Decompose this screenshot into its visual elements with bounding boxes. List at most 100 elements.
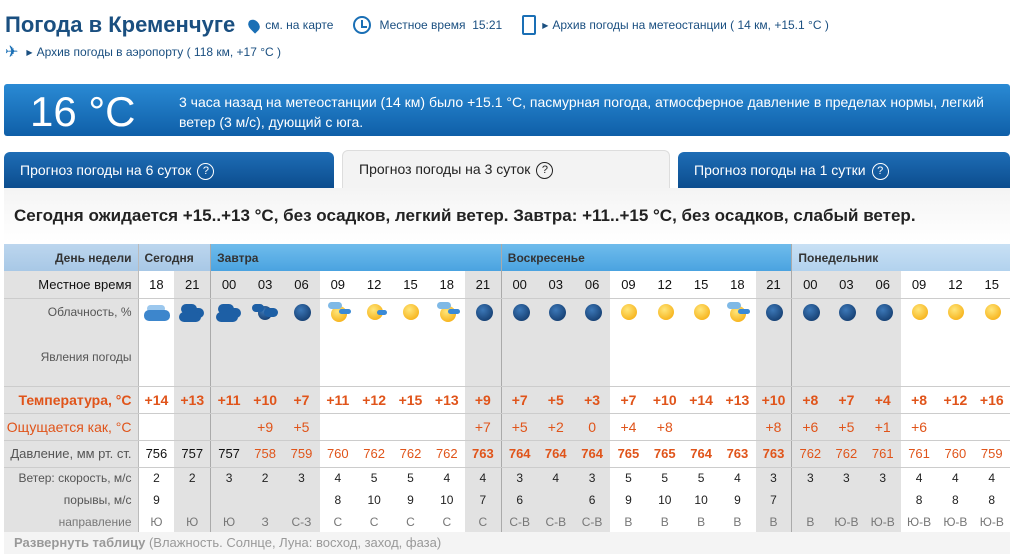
tab-3-days[interactable]: Прогноз погоды на 3 суток? <box>342 150 670 188</box>
phenomena-cell <box>973 328 1010 387</box>
pressure-cell: 758 <box>246 440 284 468</box>
pressure-cell: 763 <box>755 440 792 468</box>
row-label: Облачность, % <box>4 298 139 328</box>
time-cell: 18 <box>137 271 175 299</box>
wind-speed-cell: 3 <box>210 467 247 489</box>
pressure-cell: 757 <box>210 440 247 468</box>
current-temp: 16 °C <box>30 88 136 135</box>
temp-cell: +9 <box>464 386 502 414</box>
direction-cell: С <box>392 511 429 534</box>
temp-cell: +10 <box>755 386 792 414</box>
time-cell: 21 <box>755 271 792 299</box>
forecast-tabs: Прогноз погоды на 6 суток? Прогноз погод… <box>4 150 1010 188</box>
gust-cell: 7 <box>464 489 502 511</box>
help-icon[interactable]: ? <box>197 163 215 180</box>
wind-speed-cell: 5 <box>646 467 683 489</box>
cloud-cell <box>755 298 792 328</box>
wind-speed-cell: 5 <box>392 467 429 489</box>
station-archive-link[interactable]: ▶ Архив погоды на метеостанции ( 14 км, +… <box>522 15 829 35</box>
partly-cloudy-day-icon <box>724 301 751 322</box>
airport-archive-label[interactable]: Архив погоды в аэропорту ( 118 км, +17 °… <box>36 45 282 59</box>
clear-day-icon <box>906 302 932 322</box>
feels-cell: +8 <box>755 413 792 441</box>
gust-cell: 10 <box>428 489 465 511</box>
wind-speed-cell: 5 <box>682 467 720 489</box>
day-header: Сегодня <box>138 244 211 271</box>
expand-label[interactable]: Развернуть таблицу <box>14 535 146 550</box>
feels-cell <box>319 413 356 441</box>
row-label: День недели <box>4 244 139 271</box>
tab-6-days[interactable]: Прогноз погоды на 6 суток? <box>4 152 334 188</box>
wind-speed-cell: 4 <box>973 467 1010 489</box>
temp-cell: +12 <box>937 386 974 414</box>
wind-speed-cell: 3 <box>864 467 901 489</box>
wind-speed-cell: 3 <box>755 467 792 489</box>
direction-cell: Ю-В <box>937 511 974 534</box>
pressure-cell: 762 <box>428 440 465 468</box>
direction-cell: В <box>682 511 720 534</box>
map-link-label[interactable]: см. на карте <box>265 18 334 32</box>
gust-cell: 8 <box>973 489 1010 511</box>
time-cell: 00 <box>500 271 538 299</box>
time-cell: 18 <box>428 271 465 299</box>
temp-cell: +14 <box>682 386 720 414</box>
direction-cell: В <box>610 511 647 534</box>
row-label: Явления погоды <box>4 328 139 387</box>
gust-cell: 8 <box>900 489 938 511</box>
temp-cell: +14 <box>137 386 175 414</box>
direction-cell: В <box>791 511 829 534</box>
day-row: День недели Сегодня Завтра Воскресенье Понед… <box>4 244 1010 271</box>
clear-night-icon <box>470 302 496 322</box>
help-icon[interactable]: ? <box>536 162 554 179</box>
feels-cell: +4 <box>610 413 647 441</box>
expand-table-link[interactable]: Развернуть таблицу (Влажность. Солнце, Л… <box>4 532 1010 554</box>
feels-cell <box>973 413 1010 441</box>
time-cell: 21 <box>174 271 211 299</box>
direction-cell: С-В <box>537 511 574 534</box>
wind-speed-cell: 4 <box>464 467 502 489</box>
cloud-cell <box>791 298 829 328</box>
phenomena-cell <box>210 328 247 387</box>
station-archive-label[interactable]: Архив погоды на метеостанции ( 14 км, +1… <box>552 18 829 32</box>
clouds-row: Облачность, % <box>4 298 1010 328</box>
clear-night-icon <box>579 302 605 322</box>
clear-night-icon <box>543 302 569 322</box>
plane-icon: ✈ <box>5 44 19 61</box>
feels-cell: +5 <box>283 413 320 441</box>
cloud-cell <box>283 298 320 328</box>
pressure-cell: 759 <box>973 440 1010 468</box>
wind-speed-cell: 3 <box>500 467 538 489</box>
wind-speed-cell: 3 <box>573 467 611 489</box>
cloud-cell <box>210 298 247 328</box>
time-cell: 12 <box>355 271 393 299</box>
time-cell: 03 <box>828 271 865 299</box>
wind-speed-row: Ветер: скорость, м/с 2 2 3 2 3 4 5 5 4 4 3 4 3 5 5 5 4 3 3 3… <box>4 467 1010 489</box>
direction-cell: Ю-В <box>828 511 865 534</box>
feels-cell: +6 <box>791 413 829 441</box>
clear-night-icon <box>833 302 859 322</box>
help-icon[interactable]: ? <box>871 163 889 180</box>
feels-cell: +7 <box>464 413 502 441</box>
cloud-cell <box>719 298 756 328</box>
clear-night-icon <box>870 302 896 322</box>
wind-speed-cell: 4 <box>428 467 465 489</box>
gust-cell: 9 <box>137 489 175 511</box>
phenomena-cell <box>828 328 865 387</box>
phenomena-cell <box>646 328 683 387</box>
phenomena-cell <box>610 328 647 387</box>
phenomena-cell <box>428 328 465 387</box>
gust-cell: 6 <box>573 489 611 511</box>
time-cell: 00 <box>210 271 247 299</box>
cloud-cell <box>500 298 538 328</box>
current-description: 3 часа назад на метеостанции (14 км) был… <box>179 94 984 130</box>
direction-cell: Ю-В <box>864 511 901 534</box>
direction-cell: С <box>464 511 502 534</box>
tab-1-day[interactable]: Прогноз погоды на 1 сутки? <box>678 152 1010 188</box>
gust-cell: 8 <box>319 489 356 511</box>
cloud-cell <box>392 298 429 328</box>
airport-archive-link[interactable]: ✈ ▶ Архив погоды в аэропорту ( 118 км, +17… <box>5 42 281 62</box>
map-link[interactable]: см. на карте <box>246 16 334 34</box>
direction-cell: Ю-В <box>973 511 1010 534</box>
page-title: Погода в Кременчуге <box>5 12 236 37</box>
gust-cell: 10 <box>682 489 720 511</box>
